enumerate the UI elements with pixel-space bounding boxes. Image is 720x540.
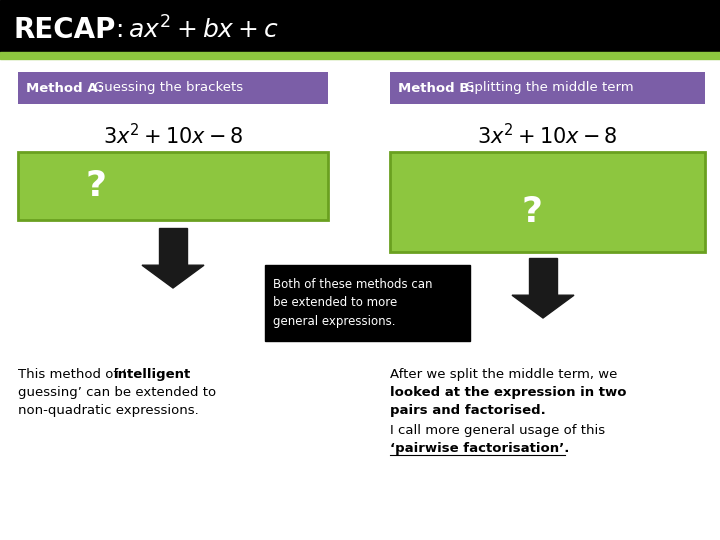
FancyBboxPatch shape [18,72,328,104]
Bar [265,265,470,341]
Text: ‘pairwise factorisation’.: ‘pairwise factorisation’. [390,442,570,455]
Text: Method B:: Method B: [398,82,474,94]
Bar [159,228,187,265]
Text: Both of these methods can
be extended to more
general expressions.: Both of these methods can be extended to… [273,279,433,327]
Text: pairs and factorised.: pairs and factorised. [390,404,546,417]
Bar [529,258,557,295]
Bar [18,152,328,220]
Text: non-quadratic expressions.: non-quadratic expressions. [18,404,199,417]
Text: ?: ? [521,195,542,229]
Text: looked at the expression in two: looked at the expression in two [390,386,626,399]
Polygon shape [512,295,574,318]
Bar [0,52,720,59]
Polygon shape [142,265,204,288]
Bar [0,0,720,52]
Bar [390,152,705,252]
Text: $:: ax^2 + bx + c$: $:: ax^2 + bx + c$ [92,16,279,44]
Text: Guessing the brackets: Guessing the brackets [94,82,243,94]
Text: Method A:: Method A: [26,82,103,94]
FancyBboxPatch shape [390,72,705,104]
Text: This method of ‘: This method of ‘ [18,368,127,381]
Text: Splitting the middle term: Splitting the middle term [466,82,634,94]
Text: $3x^2 + 10x - 8$: $3x^2 + 10x - 8$ [103,124,243,149]
Text: guessing’ can be extended to: guessing’ can be extended to [18,386,216,399]
Text: I call more general usage of this: I call more general usage of this [390,424,605,437]
Text: ?: ? [85,169,106,203]
Text: $3x^2 + 10x - 8$: $3x^2 + 10x - 8$ [477,124,618,149]
Text: intelligent: intelligent [114,368,192,381]
Text: After we split the middle term, we: After we split the middle term, we [390,368,617,381]
Text: RECAP: RECAP [14,16,117,44]
